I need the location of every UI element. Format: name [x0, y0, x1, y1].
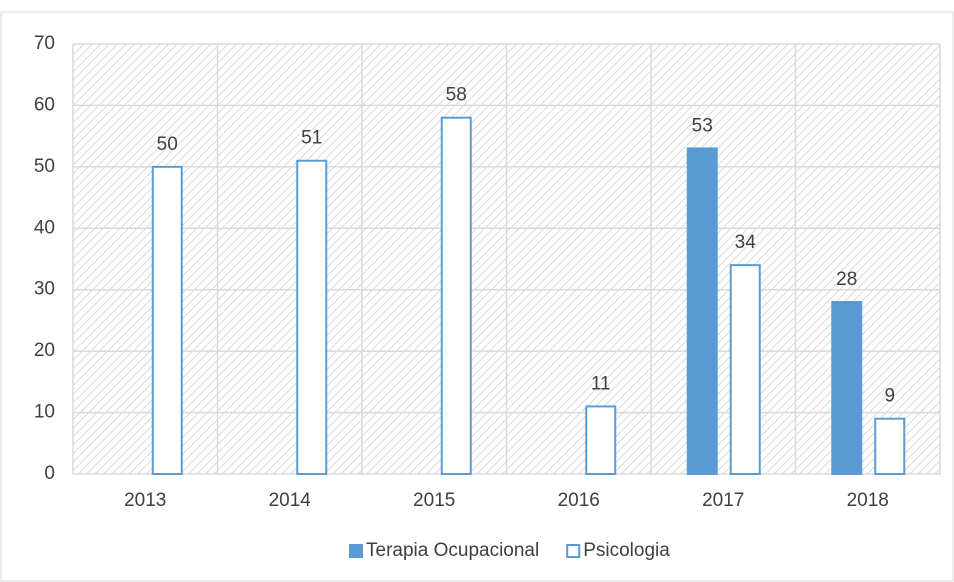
y-tick-label: 0: [44, 463, 55, 484]
x-tick-label: 2016: [558, 490, 600, 511]
y-tick-label: 50: [34, 156, 55, 177]
x-tick-label: 2013: [124, 490, 166, 511]
x-tick-label: 2015: [413, 490, 455, 511]
data-label: 50: [157, 134, 178, 155]
data-label: 9: [884, 386, 895, 407]
y-tick-label: 60: [34, 94, 55, 115]
x-tick-label: 2014: [269, 490, 312, 511]
bar: [686, 147, 718, 476]
legend-swatch: [566, 544, 581, 558]
data-label: 58: [446, 85, 467, 106]
y-tick-label: 10: [34, 402, 55, 423]
bar: [831, 301, 863, 475]
bar: [585, 405, 617, 475]
bar: [440, 116, 472, 475]
y-tick-label: 20: [34, 340, 55, 361]
data-label: 34: [735, 232, 757, 253]
bar: [296, 159, 328, 475]
data-label: 51: [301, 128, 322, 149]
y-tick-label: 70: [34, 33, 55, 54]
bar: [151, 165, 183, 475]
legend-swatch: [349, 544, 363, 558]
data-label: 11: [591, 373, 611, 394]
y-tick-label: 30: [34, 279, 55, 300]
bar: [729, 264, 761, 475]
legend-label: Terapia Ocupacional: [366, 540, 539, 561]
bar: [874, 417, 906, 476]
legend-label: Psicologia: [583, 540, 670, 561]
data-label: 28: [836, 269, 857, 290]
data-label: 53: [692, 115, 713, 136]
x-tick-label: 2017: [702, 490, 744, 511]
x-tick-label: 2018: [847, 490, 889, 511]
y-tick-label: 40: [34, 217, 55, 238]
